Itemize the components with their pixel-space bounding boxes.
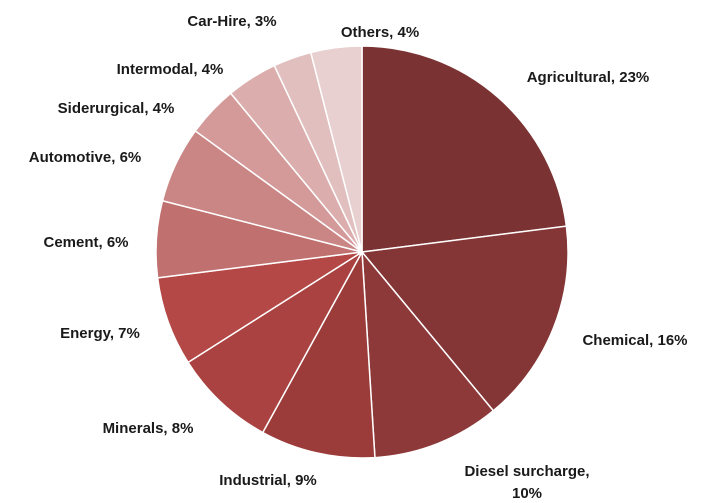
pie-slice-chemical [360,225,569,412]
slices-layer [155,45,569,459]
pie-slice-industrial [261,249,376,459]
pie-slice-agricultural [361,45,568,253]
pie-slice-others [309,45,363,253]
slice-label-energy: Energy, 7% [60,325,140,342]
pie-slice-minerals [187,251,363,434]
slice-label-cement: Cement, 6% [43,234,128,251]
slice-label-agricultural: Agricultural, 23% [527,69,650,86]
slice-label-diesel-surcharge: Diesel surcharge, [464,463,589,480]
slice-label-intermodal: Intermodal, 4% [117,61,224,78]
slice-label-industrial: Industrial, 9% [219,472,317,489]
slice-label-minerals: Minerals, 8% [103,420,194,437]
pie-slice-diesel-surcharge [361,249,495,459]
slice-label-car-hire: Car-Hire, 3% [187,13,276,30]
slice-label-automotive: Automotive, 6% [29,149,142,166]
slice-label-chemical: Chemical, 16% [582,332,687,349]
slice-label-siderurgical: Siderurgical, 4% [58,100,175,117]
labels-layer: Agricultural, 23% Chemical, 16% Diesel sur… [29,13,688,502]
slice-label-diesel-surcharge-line2: 10% [512,485,542,502]
slice-label-others: Others, 4% [341,24,419,41]
